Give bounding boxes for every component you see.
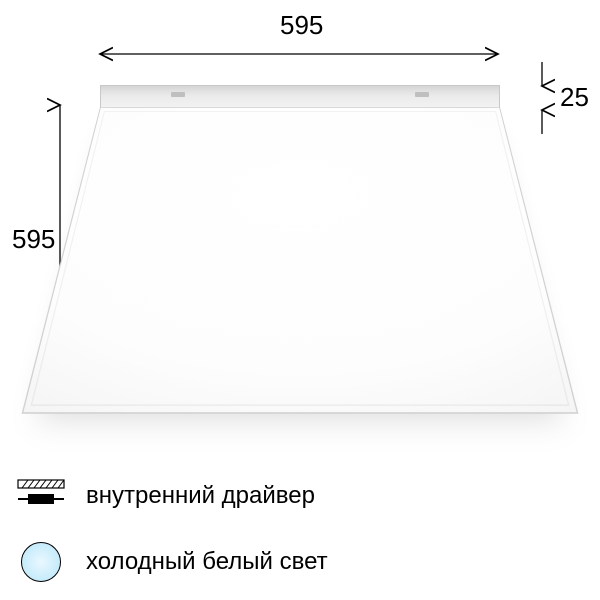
legend-driver-label: внутренний драйвер <box>86 482 315 510</box>
mount-clip-icon <box>415 92 429 97</box>
depth-label: 25 <box>560 82 589 113</box>
internal-driver-icon <box>16 476 66 516</box>
legend: внутренний драйвер холодный белый свет <box>16 476 328 582</box>
infographic-stage: 595 595 25 <box>0 0 600 600</box>
legend-row-light: холодный белый свет <box>16 542 328 582</box>
panel-edge <box>100 85 500 107</box>
height-label: 595 <box>12 224 55 255</box>
cool-white-light-icon <box>16 542 66 582</box>
product-panel <box>100 85 500 385</box>
legend-row-driver: внутренний драйвер <box>16 476 328 516</box>
legend-light-label: холодный белый свет <box>86 548 328 576</box>
mount-clip-icon <box>171 92 185 97</box>
width-label: 595 <box>280 10 323 41</box>
panel-face <box>22 107 579 414</box>
